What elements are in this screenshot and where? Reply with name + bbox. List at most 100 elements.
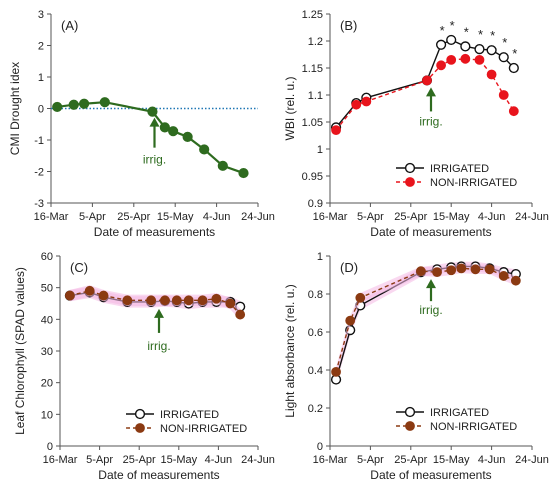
significance-marker: * xyxy=(490,28,495,43)
data-point xyxy=(498,90,509,100)
data-point xyxy=(199,144,210,155)
chart-panel-4: 0 0.2 0.4 0.6 0.8 1 16-Mar 5-Apr 25-Apr 15-May 4-J… xyxy=(283,251,549,482)
x-tick-label: 15-May xyxy=(433,454,470,466)
data-point xyxy=(498,52,509,63)
irrigation-arrow-head xyxy=(154,308,164,318)
y-tick-label: 0.6 xyxy=(308,327,323,339)
significance-marker: * xyxy=(464,24,469,39)
x-tick-label: 25-Apr xyxy=(117,211,150,223)
significance-marker: * xyxy=(478,27,483,42)
data-point xyxy=(422,75,432,86)
data-point xyxy=(183,295,194,306)
significance-marker: * xyxy=(512,46,517,61)
data-point xyxy=(160,295,170,306)
x-tick-label: 5-Apr xyxy=(79,211,106,223)
series-line xyxy=(335,265,516,380)
legend-marker xyxy=(135,423,145,433)
x-tick-label: 15-May xyxy=(433,211,470,223)
data-point xyxy=(331,367,341,377)
y-axis-title: Leaf Chlorophyll (SPAD values) xyxy=(13,267,27,435)
data-point xyxy=(331,125,341,136)
y-tick-label: 20 xyxy=(41,378,53,390)
y-tick-label: -2 xyxy=(34,167,44,179)
data-point xyxy=(470,264,481,275)
data-point xyxy=(361,96,372,107)
x-tick-label: 5-Apr xyxy=(357,454,384,466)
x-tick-label: 16-Mar xyxy=(34,211,69,223)
x-tick-label: 24-Jun xyxy=(515,211,549,223)
significance-marker: * xyxy=(502,35,507,50)
data-point xyxy=(235,309,246,320)
x-axis-title: Date of measurements xyxy=(94,225,215,239)
data-point xyxy=(510,275,521,286)
irrigation-label: irrig. xyxy=(419,114,442,128)
y-tick-label: 0.2 xyxy=(308,403,323,415)
y-tick-label: -1 xyxy=(34,135,44,147)
data-point xyxy=(79,98,90,109)
irrigation-label: irrig. xyxy=(147,339,170,353)
data-point xyxy=(147,106,158,117)
x-tick-label: 4-Jun xyxy=(478,211,506,223)
significance-marker: * xyxy=(450,18,455,33)
chart-panel-1: -3 -2 -1 0 1 2 3 16-Mar 5-Apr 25-Apr 15-May 4-Jun 24… xyxy=(8,9,275,239)
y-tick-label: 1 xyxy=(317,144,323,156)
x-tick-label: 24-Jun xyxy=(241,454,275,466)
x-tick-label: 5-Apr xyxy=(357,211,384,223)
y-tick-label: 1 xyxy=(38,72,44,84)
legend-marker xyxy=(404,406,416,418)
legend-marker xyxy=(405,177,415,187)
data-point xyxy=(217,160,228,171)
data-point xyxy=(508,106,519,117)
x-tick-label: 4-Jun xyxy=(203,211,231,223)
irrigation-label: irrig. xyxy=(143,153,166,167)
data-point xyxy=(460,53,471,64)
y-tick-label: 3 xyxy=(38,9,44,21)
data-point xyxy=(68,99,79,110)
series-line xyxy=(335,267,517,373)
data-point xyxy=(355,292,366,303)
y-tick-label: 2 xyxy=(38,41,44,53)
data-point xyxy=(486,45,497,56)
data-point xyxy=(436,39,447,50)
data-point xyxy=(98,290,109,301)
y-tick-label: 40 xyxy=(41,314,53,326)
x-tick-label: 24-Jun xyxy=(515,454,549,466)
data-point xyxy=(460,41,471,52)
y-tick-label: 0.8 xyxy=(308,289,323,301)
legend-label: IRRIGATED xyxy=(160,409,219,421)
series-band xyxy=(336,261,516,385)
data-point xyxy=(508,62,519,74)
data-point xyxy=(446,265,457,276)
data-point xyxy=(171,295,182,306)
y-tick-label: 50 xyxy=(41,283,53,295)
data-point xyxy=(416,266,426,277)
data-point xyxy=(225,298,236,309)
x-tick-label: 15-May xyxy=(157,211,194,223)
data-point xyxy=(238,167,249,179)
panel-label: (B) xyxy=(340,18,357,33)
chart-panel-2: 0.9 0.95 1 1.05 1.1 1.15 1.2 1.25 16-Mar 5-Apr 25-… xyxy=(283,9,549,239)
data-point xyxy=(52,101,63,113)
data-point xyxy=(168,126,179,137)
y-tick-label: 0 xyxy=(38,104,44,116)
y-tick-label: 0.95 xyxy=(302,171,323,183)
legend-label: NON-IRRIGATED xyxy=(430,177,517,189)
data-point xyxy=(99,97,110,108)
x-tick-label: 15-May xyxy=(160,454,197,466)
y-tick-label: 1.05 xyxy=(302,117,323,129)
x-tick-label: 5-Apr xyxy=(86,454,113,466)
panel-label: (A) xyxy=(61,18,78,33)
y-tick-label: 1.25 xyxy=(302,9,323,21)
data-point xyxy=(182,131,193,142)
legend-marker xyxy=(404,162,416,174)
x-tick-label: 4-Jun xyxy=(478,454,506,466)
irrigation-label: irrig. xyxy=(419,303,442,317)
data-point xyxy=(484,264,495,275)
x-tick-label: 24-Jun xyxy=(241,211,275,223)
data-point xyxy=(474,55,485,65)
x-tick-label: 25-Apr xyxy=(394,211,427,223)
y-tick-label: 10 xyxy=(41,409,53,421)
legend-label: NON-IRRIGATED xyxy=(430,421,517,433)
x-tick-label: 4-Jun xyxy=(205,454,233,466)
legend-label: IRRIGATED xyxy=(430,163,489,175)
